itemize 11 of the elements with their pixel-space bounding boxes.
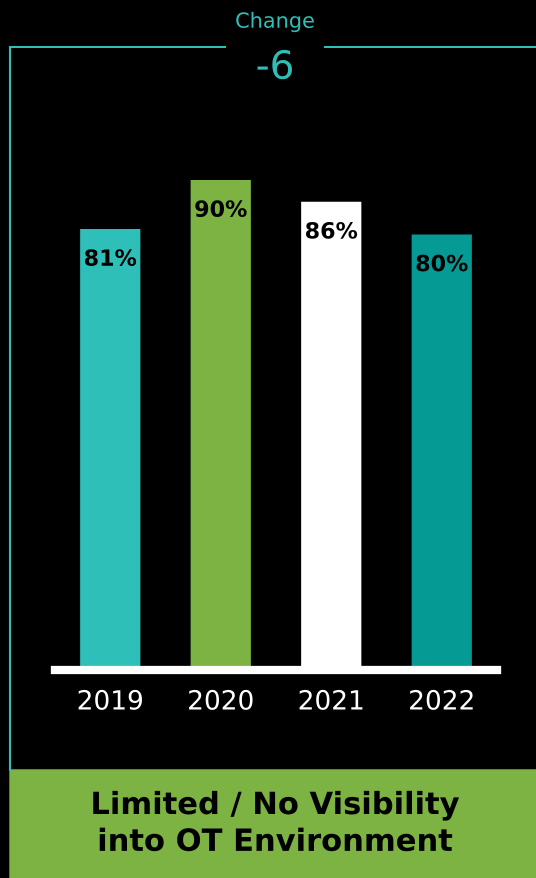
data-label: 81% <box>85 249 136 266</box>
x-tick-label: 2022 <box>410 690 473 710</box>
text: Limited / No Visibility into OT Environment <box>93 790 460 852</box>
x-tick-label: 2021 <box>300 690 362 710</box>
data-label: 80% <box>416 254 468 272</box>
data-label: 86% <box>306 222 358 239</box>
x-tick-label: 2020 <box>189 690 253 710</box>
text: Change <box>236 12 314 32</box>
x-tick-label: 2019 <box>78 690 142 710</box>
data-label: 90% <box>195 200 247 218</box>
text: -6 <box>258 50 292 80</box>
